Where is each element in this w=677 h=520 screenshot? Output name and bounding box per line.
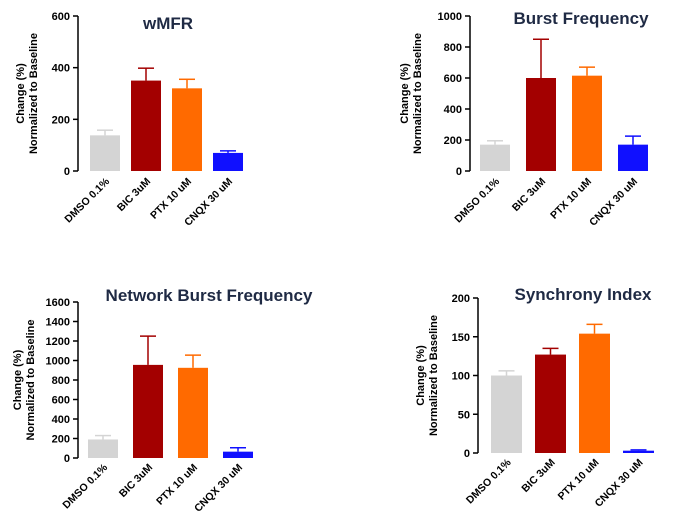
y-tick-label: 0 xyxy=(64,166,70,178)
y-axis-label: Change (%)Normalized to Baseline xyxy=(12,319,37,440)
y-axis-label-line: Normalized to Baseline xyxy=(428,315,440,436)
chart-1: wMFR Change (%)Normalized to Baseline 0 200… xyxy=(15,11,243,229)
bar xyxy=(213,152,243,171)
y-tick-label: 200 xyxy=(52,114,70,126)
bar xyxy=(88,439,118,458)
y-axis-label: Change (%)Normalized to Baseline xyxy=(415,315,440,436)
bar xyxy=(178,367,208,458)
y-tick-label: 0 xyxy=(64,453,70,465)
bar xyxy=(133,364,163,458)
x-tick-label: BIC 3uM xyxy=(519,456,557,494)
bar xyxy=(623,450,654,453)
chart-title: wMFR xyxy=(142,14,193,33)
x-tick-label: DMSO 0.1% xyxy=(464,456,514,506)
y-tick-label: 600 xyxy=(444,73,462,85)
bar xyxy=(535,354,566,453)
x-tick-label: CNQX 30 uM xyxy=(587,175,640,228)
x-tick-label: BIC 3uM xyxy=(510,175,548,213)
bar xyxy=(491,375,522,453)
bar xyxy=(572,75,602,171)
y-tick-label: 200 xyxy=(452,293,470,305)
y-tick-label: 800 xyxy=(52,375,70,387)
bar xyxy=(526,78,556,171)
x-tick-label: PTX 10 uM xyxy=(556,456,602,502)
y-tick-label: 1200 xyxy=(46,336,70,348)
chart-3: Network Burst Frequency Change (%)Normali… xyxy=(12,286,313,515)
y-tick-label: 200 xyxy=(444,135,462,147)
y-axis-label-line: Change (%) xyxy=(399,63,411,124)
y-tick-label: 400 xyxy=(52,414,70,426)
bar xyxy=(223,451,253,458)
x-tick-label: CNQX 30 uM xyxy=(192,461,245,514)
y-tick-label: 1400 xyxy=(46,317,70,329)
chart-title: Network Burst Frequency xyxy=(106,286,313,305)
x-tick-label: BIC 3uM xyxy=(117,461,155,499)
y-tick-label: 150 xyxy=(452,332,470,344)
y-axis-label: Change (%)Normalized to Baseline xyxy=(399,33,424,154)
x-tick-label: PTX 10 uM xyxy=(154,461,200,507)
y-axis-label-line: Change (%) xyxy=(12,349,24,410)
y-tick-label: 0 xyxy=(456,166,462,178)
x-tick-label: BIC 3uM xyxy=(115,175,153,213)
bar xyxy=(480,144,510,171)
bar xyxy=(618,144,648,171)
chart-2: Burst Frequency Change (%)Normalized to B… xyxy=(399,9,649,229)
y-tick-label: 600 xyxy=(52,11,70,23)
y-tick-label: 400 xyxy=(52,63,70,75)
y-axis-label-line: Normalized to Baseline xyxy=(28,33,40,154)
y-tick-label: 600 xyxy=(52,395,70,407)
chart-title: Synchrony Index xyxy=(515,285,653,304)
bar xyxy=(90,135,120,171)
y-axis-label: Change (%)Normalized to Baseline xyxy=(15,33,40,154)
y-axis-label-line: Change (%) xyxy=(15,63,27,124)
bar xyxy=(172,88,202,171)
y-tick-label: 1000 xyxy=(46,356,70,368)
bar xyxy=(579,333,610,453)
x-tick-label: DMSO 0.1% xyxy=(452,175,502,225)
y-tick-label: 50 xyxy=(458,409,470,421)
y-tick-label: 1600 xyxy=(46,297,70,309)
x-tick-label: PTX 10 uM xyxy=(548,175,594,221)
y-tick-label: 1000 xyxy=(438,11,462,23)
x-tick-label: DMSO 0.1% xyxy=(60,461,110,511)
y-tick-label: 400 xyxy=(444,104,462,116)
y-tick-label: 800 xyxy=(444,42,462,54)
y-tick-label: 200 xyxy=(52,434,70,446)
y-tick-label: 0 xyxy=(464,448,470,460)
chart-4: Synchrony Index Change (%)Normalized to B… xyxy=(415,285,654,510)
x-tick-label: DMSO 0.1% xyxy=(62,175,112,225)
y-axis-label-line: Change (%) xyxy=(415,345,427,406)
chart-title: Burst Frequency xyxy=(513,9,649,28)
y-axis-label-line: Normalized to Baseline xyxy=(412,33,424,154)
bar xyxy=(131,80,161,171)
y-tick-label: 100 xyxy=(452,371,470,383)
y-axis-label-line: Normalized to Baseline xyxy=(25,319,37,440)
